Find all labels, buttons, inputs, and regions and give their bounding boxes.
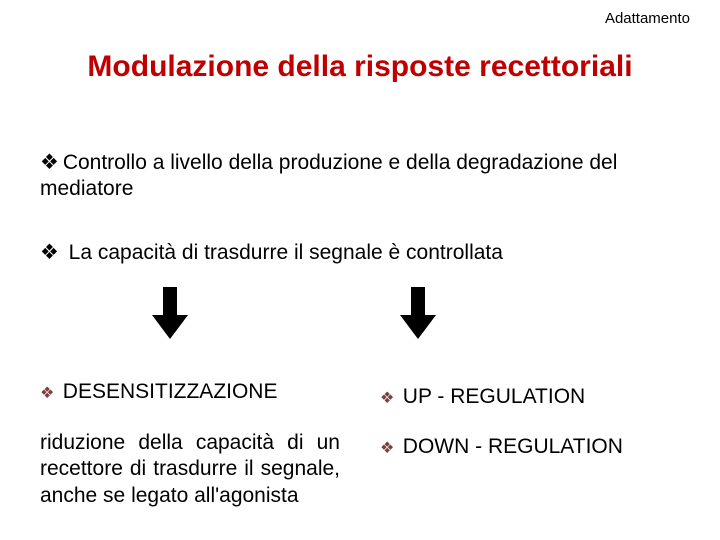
down-arrow-icon [150,285,190,341]
down-arrow-icon [398,285,438,341]
diamond-icon: ❖ [40,240,63,266]
diamond-icon: ❖ [40,150,63,176]
left-description: riduzione della capacità di un recettore… [40,430,340,509]
right-item-2: ❖ DOWN - REGULATION [380,435,680,459]
diamond-icon: ❖ [380,388,398,408]
left-heading-block: ❖ DESENSITIZZAZIONE [40,380,340,404]
slide-title: Modulazione della risposte recettoriali [0,50,720,84]
bullet-1: ❖Controllo a livello della produzione e … [40,150,680,203]
right-item-1-text: UP - REGULATION [403,385,585,408]
right-item-1: ❖ UP - REGULATION [380,385,680,409]
bullet-1-text: Controllo a livello della produzione e d… [40,151,617,200]
diamond-icon: ❖ [40,383,58,403]
header-tag: Adattamento [605,10,690,27]
left-heading: DESENSITIZZAZIONE [63,380,278,403]
diamond-icon: ❖ [380,438,398,458]
slide: Adattamento Modulazione della risposte r… [0,0,720,540]
right-item-2-text: DOWN - REGULATION [403,435,623,458]
bullet-2: ❖ La capacità di trasdurre il segnale è … [40,240,680,266]
bullet-2-text: La capacità di trasdurre il segnale è co… [69,241,503,264]
